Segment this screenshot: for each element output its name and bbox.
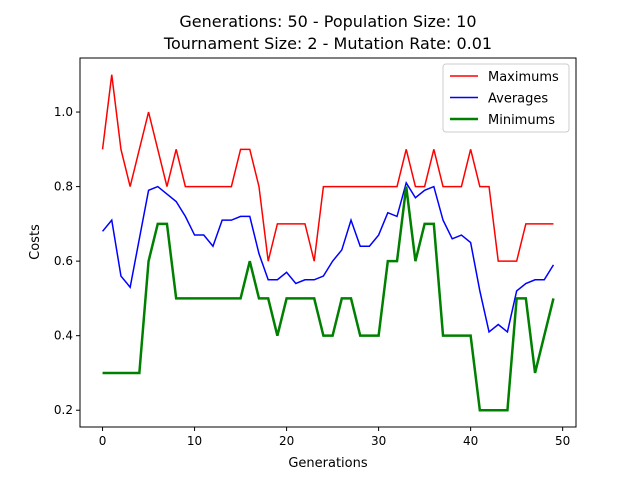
y-axis-label: Costs bbox=[28, 224, 43, 260]
chart-title-line1: Generations: 50 - Population Size: 10 bbox=[179, 12, 476, 31]
y-tick-label: 0.4 bbox=[54, 329, 73, 343]
x-axis: 0 10 20 30 40 50 bbox=[99, 427, 570, 448]
y-tick-label: 0.2 bbox=[54, 403, 73, 417]
x-tick-label: 40 bbox=[463, 434, 478, 448]
chart-title-line2: Tournament Size: 2 - Mutation Rate: 0.01 bbox=[163, 34, 492, 53]
legend-label: Averages bbox=[488, 92, 548, 107]
x-tick-label: 0 bbox=[99, 434, 107, 448]
y-axis: 0.2 0.4 0.6 0.8 1.0 bbox=[54, 105, 80, 417]
series-line-maximums bbox=[101, 74, 554, 262]
plot-frame bbox=[79, 57, 577, 428]
series-line-minimums bbox=[102, 186, 555, 412]
x-tick-label: 20 bbox=[279, 434, 294, 448]
series-line-averages bbox=[101, 180, 555, 334]
y-tick-label: 0.8 bbox=[54, 180, 73, 194]
y-tick-label: 0.6 bbox=[54, 254, 73, 268]
legend: Maximums Averages Minimums bbox=[442, 63, 570, 133]
legend-label: Maximums bbox=[488, 70, 559, 85]
x-tick-label: 50 bbox=[555, 434, 570, 448]
x-tick-label: 10 bbox=[187, 434, 202, 448]
y-tick-label: 1.0 bbox=[54, 105, 73, 119]
x-axis-label: Generations bbox=[288, 456, 368, 471]
legend-box bbox=[442, 63, 570, 133]
x-tick-label: 30 bbox=[371, 434, 386, 448]
series-layer bbox=[101, 74, 555, 412]
legend-label: Minimums bbox=[488, 113, 555, 128]
